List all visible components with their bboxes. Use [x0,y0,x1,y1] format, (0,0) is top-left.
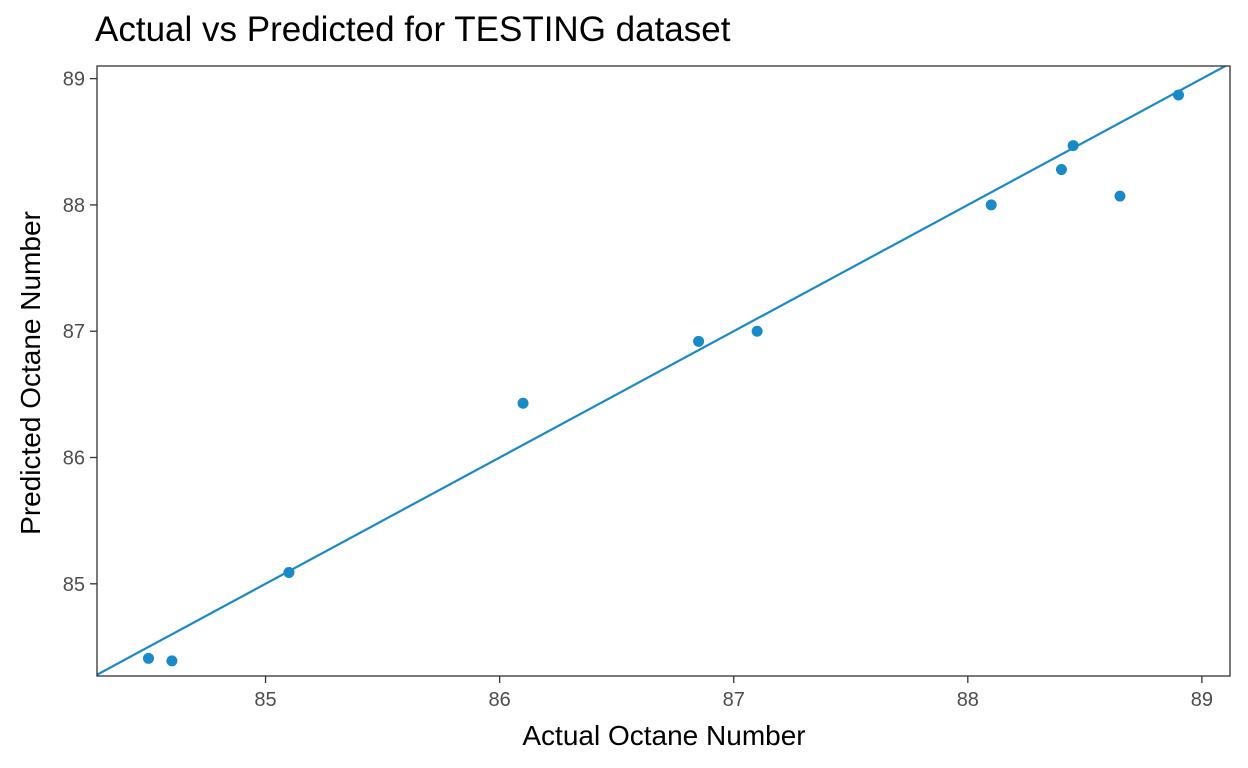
x-tick-label: 85 [254,689,276,711]
x-axis-title: Actual Octane Number [522,720,805,751]
data-point [166,655,178,667]
x-tick-label: 87 [723,689,745,711]
y-tick-label: 88 [63,195,85,217]
data-point [751,325,763,337]
data-point [693,335,705,347]
plot-border [96,65,1231,677]
data-point [1173,89,1184,101]
plot-area: 85 86 87 88 89 85 86 87 88 89 [63,65,1231,711]
data-point [1114,190,1126,202]
y-tick-label: 86 [63,448,85,470]
x-tick-label: 89 [1191,689,1213,711]
data-point [1067,140,1079,152]
y-axis-title: Predicted Octane Number [15,211,46,535]
fit-line [97,66,1228,676]
chart-title: Actual vs Predicted for TESTING dataset [95,10,731,49]
y-tick-label: 87 [63,321,85,343]
data-point [283,566,295,578]
data-point [517,397,529,409]
data-point [985,199,997,211]
x-tick-label: 88 [957,689,979,711]
x-tick-label: 86 [489,689,511,711]
y-tick-label: 85 [63,574,85,596]
y-tick-label: 89 [63,69,85,91]
data-point [1055,164,1067,176]
data-point [143,652,154,664]
